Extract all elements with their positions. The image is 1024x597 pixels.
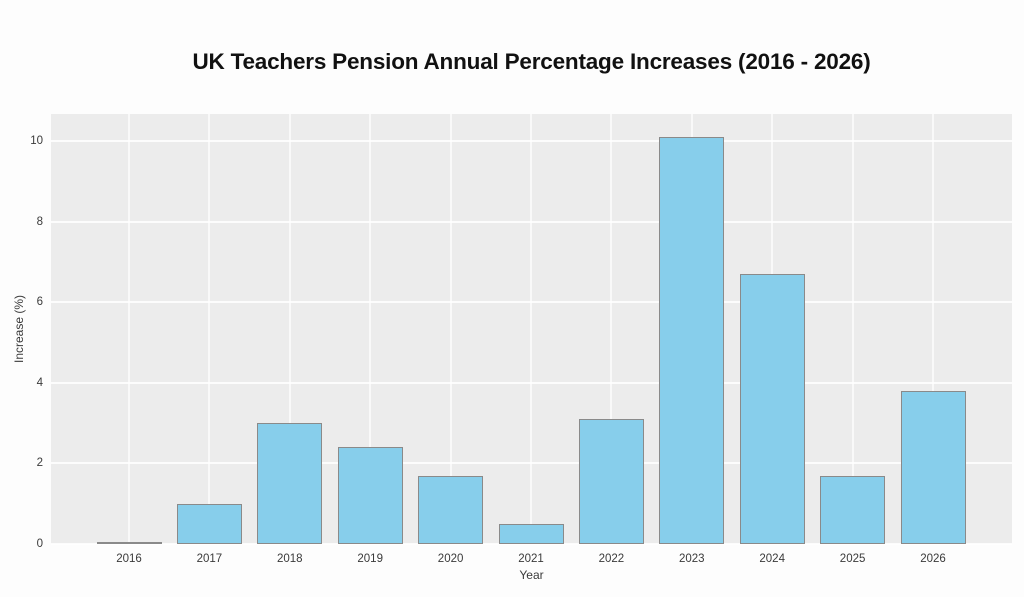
v-gridline bbox=[932, 114, 934, 544]
x-tick-label: 2018 bbox=[277, 553, 303, 565]
bar-2023 bbox=[659, 136, 725, 544]
v-gridline bbox=[610, 114, 613, 544]
x-tick-label: 2025 bbox=[839, 553, 866, 565]
y-tick-label: 8 bbox=[36, 215, 43, 228]
v-gridline bbox=[288, 114, 291, 544]
bar-2018 bbox=[257, 423, 323, 544]
x-tick-label: 2019 bbox=[357, 553, 383, 565]
bar-2016 bbox=[96, 542, 162, 544]
bar-2022 bbox=[578, 419, 644, 544]
x-tick-label: 2024 bbox=[759, 553, 785, 565]
plot-area bbox=[51, 114, 1012, 545]
bar-2019 bbox=[337, 447, 403, 544]
x-tick-label: 2026 bbox=[920, 553, 946, 565]
bar-2017 bbox=[176, 503, 242, 544]
y-tick-label: 2 bbox=[36, 457, 43, 470]
bar-2025 bbox=[820, 475, 886, 544]
y-tick-label: 6 bbox=[36, 296, 43, 309]
bar-2026 bbox=[900, 390, 966, 544]
x-tick-label: 2021 bbox=[518, 553, 544, 565]
chart-title: UK Teachers Pension Annual Percentage In… bbox=[192, 49, 871, 74]
y-tick-label: 10 bbox=[30, 135, 43, 147]
x-tick-label: 2017 bbox=[196, 553, 223, 565]
v-gridline bbox=[851, 114, 854, 544]
x-tick-label: 2020 bbox=[437, 553, 464, 565]
x-axis-label: Year bbox=[519, 568, 544, 582]
bar-2021 bbox=[498, 523, 564, 544]
v-gridline bbox=[208, 114, 211, 544]
h-gridline bbox=[51, 543, 1012, 545]
y-tick-label: 0 bbox=[36, 538, 43, 550]
y-tick-label: 4 bbox=[36, 376, 43, 389]
x-tick-label: 2023 bbox=[679, 553, 705, 565]
v-gridline bbox=[449, 114, 452, 544]
v-gridline bbox=[369, 114, 372, 544]
x-tick-label: 2016 bbox=[116, 553, 142, 565]
x-tick-label: 2022 bbox=[598, 553, 625, 565]
v-gridline bbox=[128, 114, 130, 544]
bar-2020 bbox=[418, 475, 484, 544]
bar-2024 bbox=[739, 274, 805, 544]
v-gridline bbox=[530, 114, 532, 544]
